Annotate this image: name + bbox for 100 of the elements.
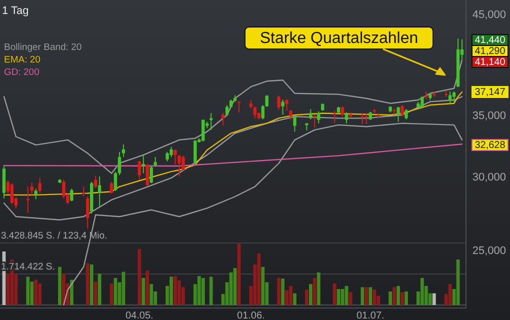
bar <box>146 270 150 305</box>
line-series <box>3 91 463 196</box>
candlestick <box>313 114 316 128</box>
bar <box>277 278 281 305</box>
candlestick <box>293 115 296 132</box>
x-tick-label: 01.06. <box>237 310 265 320</box>
candlestick <box>289 110 292 120</box>
bar <box>62 274 66 305</box>
bar <box>400 292 404 305</box>
y-tick-label: 25,000 <box>472 245 506 258</box>
bar <box>304 290 308 305</box>
candlestick <box>82 186 86 197</box>
annotation: Starke Quartalszahlen <box>260 30 418 48</box>
bar <box>197 276 201 305</box>
bar <box>86 263 90 305</box>
bar <box>312 278 316 305</box>
bar <box>38 283 42 305</box>
bar <box>174 276 177 305</box>
line-series <box>3 96 463 220</box>
bar <box>289 286 292 305</box>
candlestick <box>154 156 157 168</box>
bar <box>70 280 74 305</box>
candlestick <box>70 188 74 202</box>
bar <box>261 266 265 305</box>
candlestick <box>309 108 312 120</box>
candlestick <box>261 104 264 120</box>
bar <box>209 276 213 305</box>
candlestick <box>30 182 34 196</box>
candlestick <box>26 186 30 214</box>
bar <box>388 291 392 305</box>
bar <box>281 278 284 305</box>
candlestick <box>448 90 452 104</box>
text: 32,628 <box>474 140 506 152</box>
candlestick <box>146 164 149 186</box>
candlestick <box>150 165 153 184</box>
bar <box>26 276 30 305</box>
y-tick-label: 35,000 <box>472 110 506 122</box>
candlestick <box>98 176 102 208</box>
candlestick <box>237 100 241 113</box>
candlestick <box>202 118 205 142</box>
bar <box>420 278 424 305</box>
candlestick <box>344 112 348 124</box>
candlestick <box>114 171 118 192</box>
chart-subtitle: 1 Tag <box>2 5 29 17</box>
bar <box>142 278 146 305</box>
candlestick <box>332 110 336 124</box>
candlestick <box>209 112 213 130</box>
candlestick <box>178 154 181 178</box>
candlestick <box>34 188 38 200</box>
text: 41,290 <box>474 46 506 58</box>
candlestick <box>174 148 177 166</box>
candlestick <box>194 140 197 164</box>
bar <box>257 253 261 305</box>
candlestick <box>142 154 145 174</box>
line-series <box>3 143 463 167</box>
candlestick <box>364 112 368 125</box>
candlestick <box>10 182 14 205</box>
candlestick <box>94 175 98 189</box>
bar <box>90 264 94 305</box>
x-tick-label: 04.05. <box>125 310 154 320</box>
candlestick <box>404 108 408 120</box>
candlestick <box>396 106 400 122</box>
text: GD: 200 <box>4 67 40 78</box>
bar <box>138 249 142 305</box>
bar <box>372 290 376 305</box>
candlestick <box>317 110 320 124</box>
bar <box>364 287 368 305</box>
bar <box>201 278 205 305</box>
candlestick <box>118 151 122 176</box>
candlestick <box>182 155 185 172</box>
candlestick <box>360 112 364 125</box>
y-tick-label: 45,000 <box>472 8 506 21</box>
bar <box>170 276 173 305</box>
bar <box>94 282 98 305</box>
candlestick <box>86 196 90 229</box>
candlestick <box>285 98 288 112</box>
bar <box>396 286 400 305</box>
bar <box>404 291 408 305</box>
candlestick <box>277 95 280 110</box>
bar <box>293 293 296 305</box>
bar <box>448 284 452 305</box>
bar <box>285 290 288 305</box>
bar <box>368 287 372 305</box>
bar <box>308 284 312 305</box>
candlestick <box>400 104 404 116</box>
line-series <box>63 122 463 306</box>
bar <box>360 287 364 305</box>
candlestick <box>221 112 225 126</box>
bar <box>150 284 154 305</box>
bar <box>98 274 102 305</box>
candlestick <box>452 90 456 102</box>
text: Bollinger Band: 20 <box>4 42 82 53</box>
text: EMA: 20 <box>4 54 40 66</box>
text: 37,147 <box>474 87 506 98</box>
bar <box>432 293 436 305</box>
candlestick <box>138 160 141 180</box>
candlestick <box>166 151 169 162</box>
bar <box>332 283 336 305</box>
bar <box>58 266 62 305</box>
bar <box>316 272 320 305</box>
